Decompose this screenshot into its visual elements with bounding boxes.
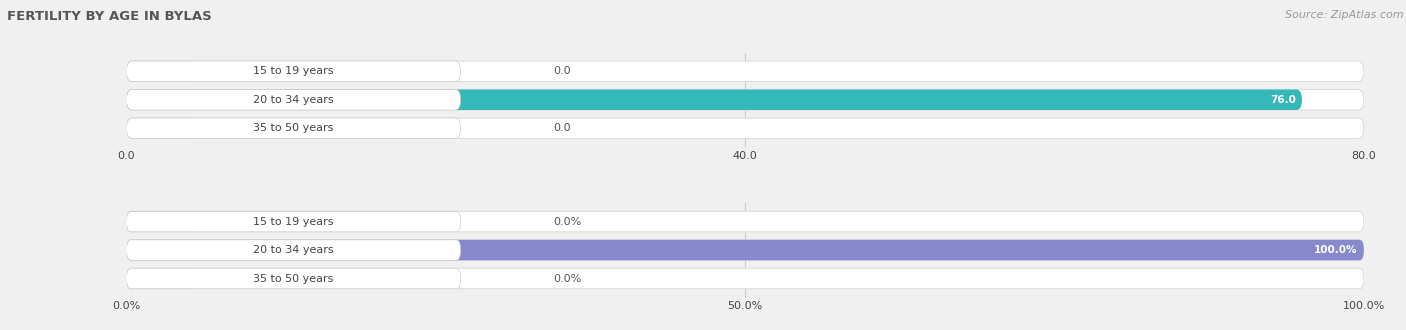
FancyBboxPatch shape: [127, 268, 194, 289]
FancyBboxPatch shape: [127, 211, 1364, 232]
FancyBboxPatch shape: [127, 211, 194, 232]
FancyBboxPatch shape: [127, 211, 461, 232]
FancyBboxPatch shape: [127, 89, 461, 110]
Text: FERTILITY BY AGE IN BYLAS: FERTILITY BY AGE IN BYLAS: [7, 10, 212, 23]
Text: 20 to 34 years: 20 to 34 years: [253, 245, 333, 255]
Text: 35 to 50 years: 35 to 50 years: [253, 123, 333, 133]
Text: 76.0: 76.0: [1270, 95, 1296, 105]
Text: 35 to 50 years: 35 to 50 years: [253, 274, 333, 283]
FancyBboxPatch shape: [127, 268, 461, 289]
FancyBboxPatch shape: [127, 118, 461, 139]
Text: 0.0: 0.0: [554, 123, 571, 133]
Text: 15 to 19 years: 15 to 19 years: [253, 216, 333, 227]
FancyBboxPatch shape: [127, 89, 1302, 110]
Text: 0.0%: 0.0%: [554, 216, 582, 227]
FancyBboxPatch shape: [127, 240, 1364, 260]
FancyBboxPatch shape: [127, 240, 461, 260]
FancyBboxPatch shape: [127, 118, 194, 139]
Text: 15 to 19 years: 15 to 19 years: [253, 66, 333, 76]
FancyBboxPatch shape: [127, 89, 1364, 110]
Text: 0.0%: 0.0%: [554, 274, 582, 283]
FancyBboxPatch shape: [127, 118, 1364, 139]
FancyBboxPatch shape: [127, 268, 1364, 289]
Text: Source: ZipAtlas.com: Source: ZipAtlas.com: [1285, 10, 1403, 20]
FancyBboxPatch shape: [127, 61, 461, 82]
FancyBboxPatch shape: [127, 61, 1364, 82]
Text: 0.0: 0.0: [554, 66, 571, 76]
FancyBboxPatch shape: [127, 61, 194, 82]
Text: 100.0%: 100.0%: [1315, 245, 1358, 255]
FancyBboxPatch shape: [127, 240, 1364, 260]
Text: 20 to 34 years: 20 to 34 years: [253, 95, 333, 105]
